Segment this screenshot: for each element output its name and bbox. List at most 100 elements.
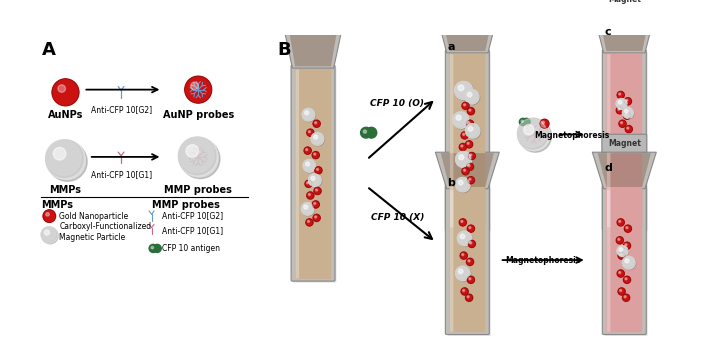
- Circle shape: [315, 167, 322, 174]
- Circle shape: [620, 254, 622, 256]
- Circle shape: [466, 124, 481, 139]
- Circle shape: [618, 238, 620, 240]
- Circle shape: [462, 254, 464, 256]
- Circle shape: [302, 108, 315, 121]
- FancyBboxPatch shape: [607, 54, 610, 227]
- Circle shape: [518, 118, 548, 149]
- Circle shape: [316, 189, 318, 191]
- Text: Anti-CFP 10[G2]: Anti-CFP 10[G2]: [91, 105, 151, 114]
- Circle shape: [618, 101, 622, 104]
- Circle shape: [315, 122, 316, 124]
- Circle shape: [466, 120, 473, 127]
- Text: b: b: [448, 178, 456, 188]
- Circle shape: [616, 99, 626, 108]
- Circle shape: [308, 131, 311, 133]
- Text: CFP 10 (O): CFP 10 (O): [371, 99, 424, 107]
- Circle shape: [461, 132, 468, 139]
- Text: CFP 10 antigen: CFP 10 antigen: [162, 244, 221, 253]
- Circle shape: [458, 180, 463, 185]
- Circle shape: [181, 139, 220, 179]
- Circle shape: [518, 118, 550, 151]
- Circle shape: [625, 109, 628, 113]
- Circle shape: [461, 220, 463, 222]
- Circle shape: [58, 85, 66, 92]
- Circle shape: [316, 168, 318, 171]
- Polygon shape: [286, 16, 340, 66]
- Circle shape: [465, 89, 478, 103]
- Circle shape: [301, 203, 313, 214]
- Circle shape: [456, 178, 471, 193]
- FancyBboxPatch shape: [448, 188, 491, 336]
- Circle shape: [617, 246, 628, 256]
- Circle shape: [461, 288, 468, 295]
- Circle shape: [623, 107, 633, 118]
- Circle shape: [616, 99, 627, 109]
- Circle shape: [301, 203, 314, 215]
- Circle shape: [619, 120, 626, 127]
- Text: Anti-CFP 10[G2]: Anti-CFP 10[G2]: [162, 212, 223, 221]
- Circle shape: [466, 124, 479, 137]
- Circle shape: [361, 127, 371, 138]
- Circle shape: [303, 160, 314, 171]
- Circle shape: [465, 89, 478, 103]
- Circle shape: [311, 133, 323, 145]
- Circle shape: [313, 120, 320, 127]
- Circle shape: [458, 232, 473, 246]
- Circle shape: [626, 227, 628, 229]
- Circle shape: [313, 135, 318, 139]
- Circle shape: [624, 225, 631, 232]
- Circle shape: [625, 114, 627, 116]
- Circle shape: [304, 147, 311, 154]
- Text: Magnetophoresis: Magnetophoresis: [505, 256, 580, 265]
- Polygon shape: [598, 153, 651, 187]
- Circle shape: [453, 112, 469, 128]
- Circle shape: [468, 126, 473, 131]
- Circle shape: [191, 82, 198, 89]
- Circle shape: [468, 153, 476, 160]
- Circle shape: [458, 231, 471, 245]
- Text: Anti-CFP 10[G1]: Anti-CFP 10[G1]: [91, 171, 151, 179]
- Text: Magnet: Magnet: [608, 0, 640, 4]
- Circle shape: [523, 118, 530, 125]
- Circle shape: [311, 176, 315, 180]
- Circle shape: [617, 246, 627, 255]
- Circle shape: [540, 119, 549, 128]
- Circle shape: [456, 266, 468, 279]
- FancyBboxPatch shape: [606, 54, 643, 228]
- Circle shape: [313, 214, 320, 221]
- Circle shape: [312, 201, 319, 208]
- Circle shape: [616, 99, 626, 109]
- Circle shape: [617, 246, 628, 257]
- Text: c: c: [605, 27, 611, 37]
- Circle shape: [461, 145, 463, 147]
- Circle shape: [303, 160, 315, 172]
- Circle shape: [625, 278, 627, 280]
- Circle shape: [463, 169, 466, 171]
- Circle shape: [178, 137, 218, 177]
- Circle shape: [178, 137, 214, 173]
- Circle shape: [626, 99, 628, 101]
- Circle shape: [313, 153, 316, 155]
- Circle shape: [186, 145, 198, 157]
- Circle shape: [151, 246, 154, 249]
- Circle shape: [455, 82, 471, 98]
- Circle shape: [456, 267, 471, 281]
- Circle shape: [466, 91, 480, 105]
- Circle shape: [619, 220, 620, 222]
- Circle shape: [363, 130, 366, 133]
- Text: Carboxyl-Functionalized
Magnetic Particle: Carboxyl-Functionalized Magnetic Particl…: [59, 222, 151, 242]
- Text: Anti-CFP 10[G1]: Anti-CFP 10[G1]: [162, 226, 223, 235]
- Circle shape: [456, 266, 470, 281]
- Circle shape: [469, 278, 471, 280]
- Circle shape: [625, 259, 629, 263]
- Circle shape: [461, 234, 465, 239]
- Circle shape: [308, 174, 321, 186]
- Circle shape: [470, 154, 472, 156]
- Circle shape: [519, 120, 551, 152]
- Circle shape: [366, 127, 377, 138]
- Circle shape: [305, 180, 312, 187]
- Text: CFP 10 (X): CFP 10 (X): [371, 213, 424, 222]
- Text: d: d: [605, 163, 613, 173]
- Circle shape: [456, 152, 471, 167]
- Circle shape: [466, 124, 480, 138]
